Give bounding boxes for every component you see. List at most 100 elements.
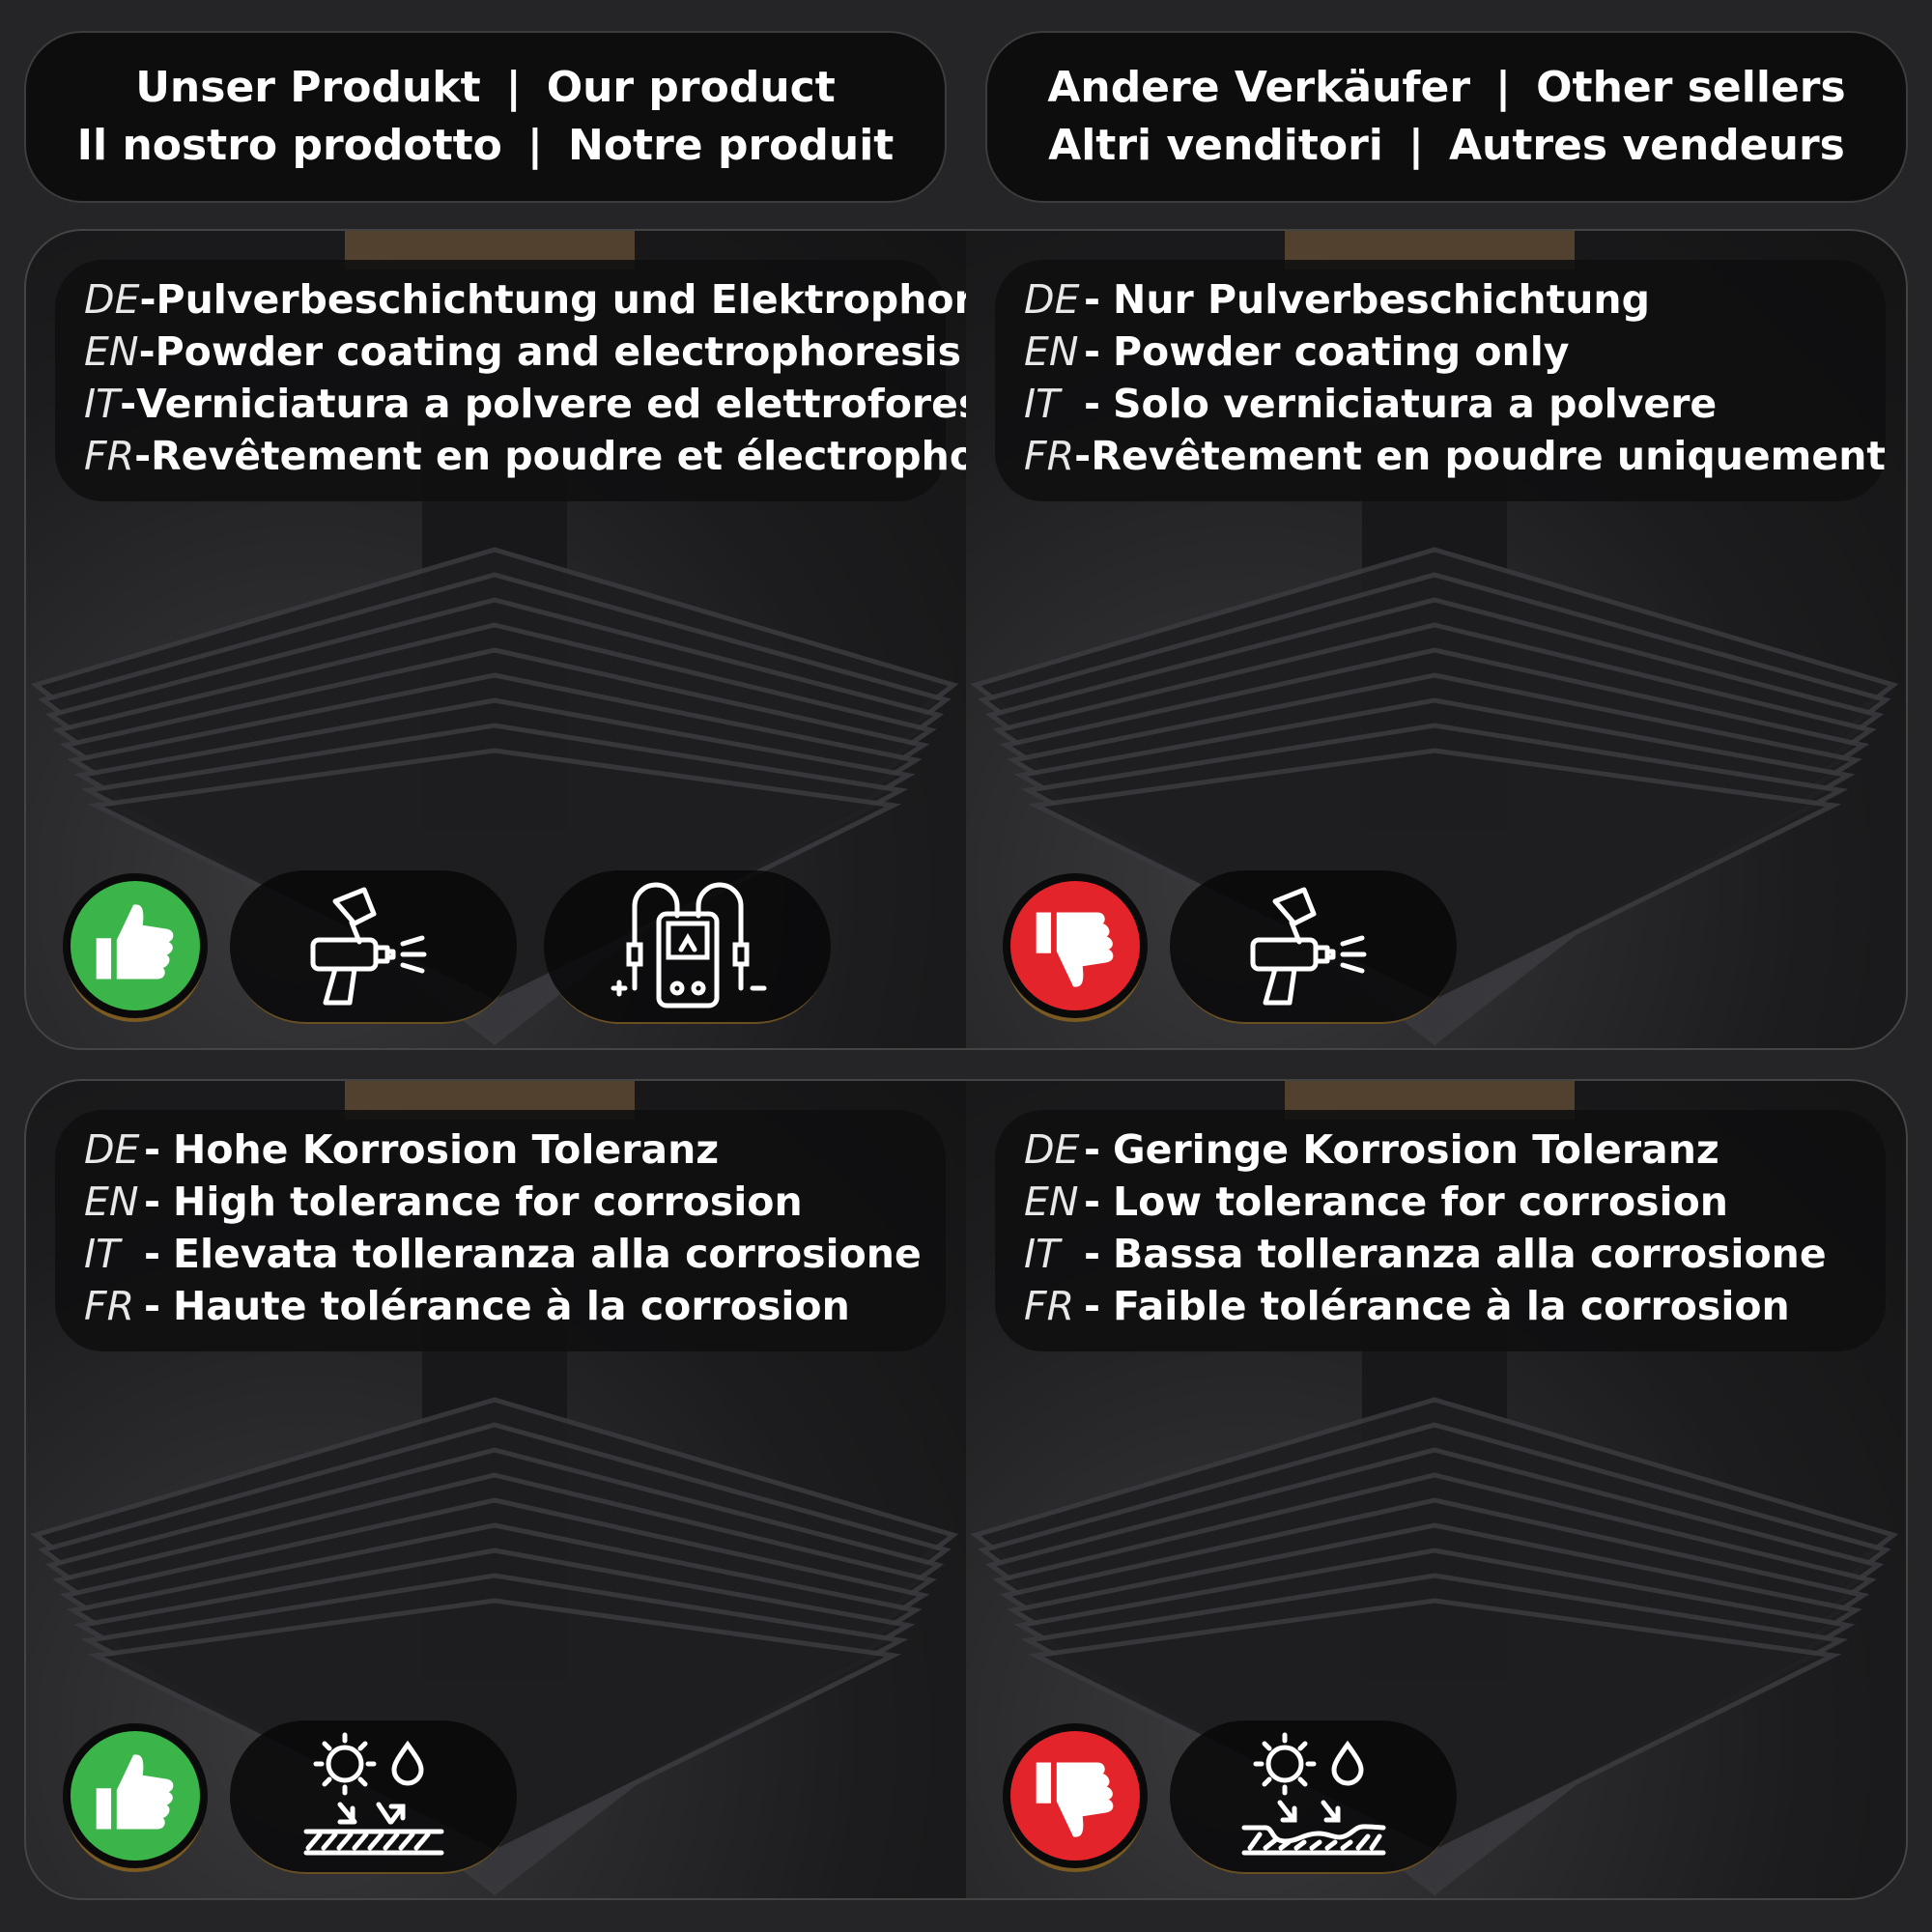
language-line: IT - Elevata tolleranza alla corrosione: [84, 1228, 946, 1280]
dash: -: [1084, 381, 1101, 427]
separator: |: [526, 121, 543, 170]
language-line: FR - Haute tolérance à la corrosion: [84, 1280, 946, 1332]
weather-corroded-surface-icon: [1236, 1727, 1391, 1866]
description-text: Elevata tolleranza alla corrosione: [173, 1231, 922, 1277]
dash: -: [1084, 1283, 1101, 1329]
header-text: Other sellers: [1536, 63, 1846, 112]
language-code: EN: [84, 1179, 139, 1225]
language-code: DE: [84, 276, 140, 323]
comparison-panel: DE - Geringe Korrosion Toleranz EN - Low tole…: [966, 1079, 1908, 1900]
language-line: FR - Faible tolérance à la corrosion: [1024, 1280, 1886, 1332]
dash: -: [138, 328, 156, 375]
dash: -: [1084, 1179, 1101, 1225]
description-text: Haute tolérance à la corrosion: [173, 1283, 850, 1329]
language-code: FR: [1024, 1283, 1075, 1329]
language-line: FR - Revêtement en poudre uniquement: [1024, 430, 1886, 482]
language-line: IT - Solo verniciatura a polvere: [1024, 378, 1886, 430]
description-text: Powder coating and electrophoresis: [155, 328, 961, 375]
language-line: DE - Hohe Korrosion Toleranz: [84, 1123, 946, 1176]
language-line: DE - Nur Pulverbeschichtung: [1024, 273, 1886, 326]
comparison-panel: DE - Pulverbeschichtung und Elektrophorese…: [24, 229, 966, 1050]
language-line: EN - Low tolerance for corrosion: [1024, 1176, 1886, 1228]
header-text: Unser Produkt: [135, 63, 481, 112]
description-text: Solo verniciatura a polvere: [1113, 381, 1718, 427]
language-line: EN - High tolerance for corrosion: [84, 1176, 946, 1228]
language-code: FR: [1024, 433, 1075, 479]
thumbs-down-icon: [1029, 897, 1122, 994]
weather-resistant-surface-icon: [297, 1727, 451, 1866]
feature-pill: [1170, 1720, 1457, 1872]
header-other-sellers: Andere Verkäufer | Other sellers Altri ven…: [985, 31, 1908, 203]
table-base-photo: [970, 231, 1899, 1046]
header-text: Altri venditori: [1048, 121, 1383, 170]
thumbs-up-badge: [63, 873, 208, 1018]
multimeter-icon: [606, 877, 770, 1016]
comparison-panel: DE - Hohe Korrosion Toleranz EN - High tolera…: [24, 1079, 966, 1900]
dash: -: [1074, 433, 1092, 479]
language-code: EN: [1024, 1179, 1079, 1225]
language-line: IT - Bassa tolleranza alla corrosione: [1024, 1228, 1886, 1280]
description-text: High tolerance for corrosion: [173, 1179, 803, 1225]
dash: -: [1084, 1126, 1101, 1173]
language-code: DE: [1024, 276, 1080, 323]
dash: -: [1084, 276, 1101, 323]
language-line: DE - Geringe Korrosion Toleranz: [1024, 1123, 1886, 1176]
description-box: DE - Nur Pulverbeschichtung EN - Powder coati…: [995, 260, 1886, 501]
description-text: Geringe Korrosion Toleranz: [1113, 1126, 1719, 1173]
table-base-photo: [30, 1081, 959, 1896]
description-box: DE - Geringe Korrosion Toleranz EN - Low tole…: [995, 1110, 1886, 1351]
thumbs-down-badge: [1003, 873, 1148, 1018]
header-text: Our product: [546, 63, 836, 112]
spray-gun-icon: [1241, 882, 1386, 1011]
language-code: FR: [84, 433, 135, 479]
language-code: IT: [1024, 381, 1061, 427]
language-code: IT: [84, 381, 121, 427]
dash: -: [134, 433, 152, 479]
language-line: IT - Verniciatura a polvere ed elettrofore…: [84, 378, 966, 430]
dash: -: [120, 381, 137, 427]
dash: -: [144, 1231, 161, 1277]
dash: -: [1084, 1231, 1101, 1277]
language-code: DE: [84, 1126, 140, 1173]
separator: |: [505, 63, 522, 112]
feature-pill: [1170, 870, 1457, 1022]
dash: -: [1084, 328, 1101, 375]
language-code: EN: [84, 328, 139, 375]
description-box: DE - Hohe Korrosion Toleranz EN - High tolera…: [55, 1110, 946, 1351]
description-text: Powder coating only: [1113, 328, 1570, 375]
dash: -: [139, 276, 156, 323]
description-text: Low tolerance for corrosion: [1113, 1179, 1728, 1225]
description-box: DE - Pulverbeschichtung und Elektrophorese…: [55, 260, 966, 501]
language-line: EN - Powder coating only: [1024, 326, 1886, 378]
table-base-photo: [970, 1081, 1899, 1896]
header-text: Andere Verkäufer: [1047, 63, 1471, 112]
comparison-panel: DE - Nur Pulverbeschichtung EN - Powder coati…: [966, 229, 1908, 1050]
feature-pill: [544, 870, 831, 1022]
header-our-product: Unser Produkt | Our product Il nostro prod…: [24, 31, 947, 203]
header-text: Il nostro prodotto: [76, 121, 502, 170]
thumbs-up-icon: [89, 1747, 182, 1844]
language-line: DE - Pulverbeschichtung und Elektrophorese: [84, 273, 966, 326]
header-text: Notre produit: [568, 121, 895, 170]
separator: |: [1407, 121, 1424, 170]
dash: -: [144, 1126, 161, 1173]
language-code: EN: [1024, 328, 1079, 375]
language-code: IT: [84, 1231, 121, 1277]
dash: -: [144, 1179, 161, 1225]
dash: -: [144, 1283, 161, 1329]
feature-pill: [230, 1720, 517, 1872]
language-code: FR: [84, 1283, 135, 1329]
language-line: FR-Revêtement en poudre et électrophorès…: [84, 430, 966, 482]
description-text: Pulverbeschichtung und Elektrophorese: [156, 276, 966, 323]
description-text: Faible tolérance à la corrosion: [1113, 1283, 1790, 1329]
separator: |: [1495, 63, 1512, 112]
feature-pill: [230, 870, 517, 1022]
thumbs-up-icon: [89, 897, 182, 994]
thumbs-up-badge: [63, 1723, 208, 1868]
description-text: Revêtement en poudre uniquement: [1091, 433, 1886, 479]
description-text: Nur Pulverbeschichtung: [1113, 276, 1650, 323]
language-code: DE: [1024, 1126, 1080, 1173]
spray-gun-icon: [301, 882, 446, 1011]
description-text: Revêtement en poudre et électrophorèse: [151, 433, 966, 479]
thumbs-down-badge: [1003, 1723, 1148, 1868]
